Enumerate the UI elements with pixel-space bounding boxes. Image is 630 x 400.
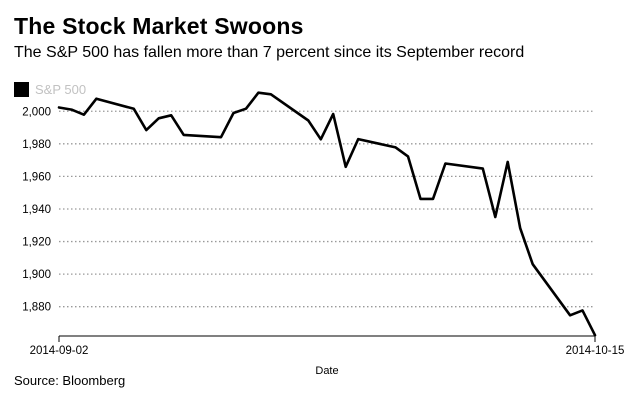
chart-title: The Stock Market Swoons xyxy=(14,13,304,39)
y-tick-label: 1,900 xyxy=(22,269,51,281)
y-tick-label: 1,940 xyxy=(22,204,51,216)
y-tick-label: 2,000 xyxy=(22,106,51,118)
x-axis-ticks: 2014-09-02 2014-10-15 xyxy=(30,336,625,357)
x-tick-label: 2014-09-02 xyxy=(30,345,89,357)
source-note: Source: Bloomberg xyxy=(14,373,126,388)
series-group xyxy=(57,91,597,337)
legend-label-sp500: S&P 500 xyxy=(35,81,87,97)
y-tick-label: 1,920 xyxy=(22,237,51,249)
y-tick-label: 1,880 xyxy=(22,302,51,314)
series-line-sp500 xyxy=(57,91,597,337)
gridlines xyxy=(59,110,595,308)
legend-swatch xyxy=(14,81,29,97)
chart-subtitle: The S&P 500 has fallen more than 7 perce… xyxy=(14,44,525,61)
y-tick-label: 1,960 xyxy=(22,171,51,183)
x-tick-label: 2014-10-15 xyxy=(566,345,625,357)
y-axis-ticks: 1,880 1,900 1,920 1,940 1,960 1,980 2,000 xyxy=(22,106,51,313)
y-tick-label: 1,980 xyxy=(22,139,51,151)
x-axis-label: Date xyxy=(315,365,338,377)
chart-legend: S&P 500 xyxy=(14,81,86,97)
